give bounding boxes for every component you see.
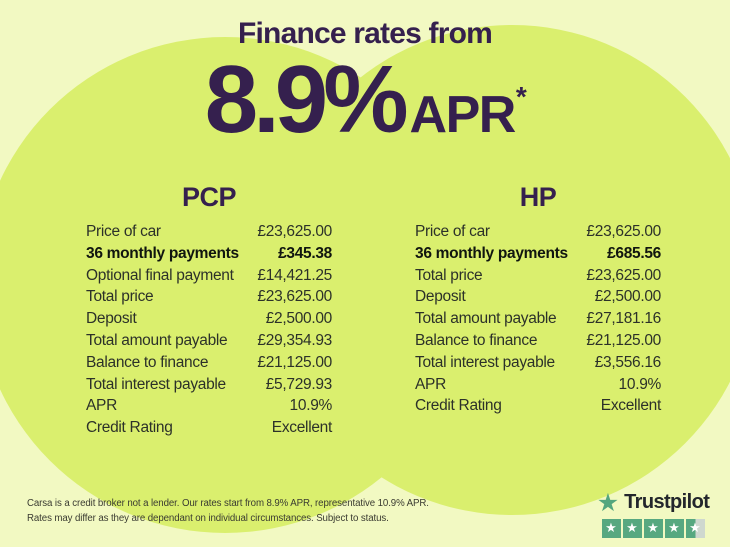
apr-label: APR — [409, 86, 517, 144]
row-label: Total interest payable — [86, 375, 226, 393]
row-value: 10.9% — [289, 397, 333, 415]
finance-row: Credit Rating Excellent — [415, 397, 661, 419]
row-label: Balance to finance — [86, 353, 209, 371]
finance-row: Optional final payment £14,421.25 — [86, 267, 332, 289]
finance-row: 36 monthly payments £685.56 — [415, 245, 661, 267]
trustpilot-logo: ★ Trustpilot — [596, 488, 710, 517]
row-value: £2,500.00 — [594, 288, 662, 306]
row-label: Total price — [415, 266, 483, 284]
row-label: Total price — [86, 288, 154, 306]
finance-row: 36 monthly payments £345.38 — [86, 245, 332, 267]
legal-disclaimer: Carsa is a credit broker not a lender. O… — [27, 497, 429, 526]
promo-subtitle: Finance rates from — [237, 17, 493, 50]
hp-column: HP Price of car £23,625.00 36 monthly paym… — [415, 184, 661, 419]
row-label: Credit Rating — [86, 419, 173, 437]
rate-value: 8.9% — [204, 46, 409, 153]
disclaimer-line-1: Carsa is a credit broker not a lender. O… — [27, 498, 429, 509]
trustpilot-star-icon: ★ — [596, 488, 620, 517]
row-value: £5,729.93 — [265, 375, 333, 393]
row-value: £23,625.00 — [257, 223, 332, 240]
finance-row: Price of car £23,625.00 — [415, 223, 661, 245]
pcp-column: PCP Price of car £23,625.00 36 monthly pay… — [86, 184, 332, 441]
trustpilot-star-box: ★ — [685, 519, 705, 538]
finance-row: Credit Rating Excellent — [86, 419, 332, 441]
row-value: Excellent — [600, 397, 662, 415]
finance-row: Total amount payable £29,354.93 — [86, 332, 332, 354]
trustpilot-star-box: ★ — [664, 519, 684, 538]
finance-row: Balance to finance £21,125.00 — [86, 354, 332, 376]
trustpilot-badge: ★ Trustpilot ★ ★ ★ ★ ★ — [596, 488, 710, 538]
pcp-column-title: PCP — [181, 182, 237, 212]
rate-asterisk: * — [515, 81, 527, 112]
finance-row: Total interest payable £5,729.93 — [86, 376, 332, 398]
finance-row: Total amount payable £27,181.16 — [415, 310, 661, 332]
row-label: Credit Rating — [415, 397, 502, 415]
finance-row: APR 10.9% — [86, 397, 332, 419]
finance-row: Total price £23,625.00 — [415, 267, 661, 289]
disclaimer-line-2: Rates may differ as they are dependant o… — [27, 512, 389, 524]
row-value: £14,421.25 — [257, 266, 332, 284]
finance-row: Deposit £2,500.00 — [415, 288, 661, 310]
row-value: £21,125.00 — [586, 331, 661, 349]
row-label: Optional final payment — [86, 266, 234, 284]
rate-suffix: APR* — [409, 81, 527, 144]
row-label: Total interest payable — [415, 353, 555, 371]
row-label: Deposit — [415, 288, 466, 306]
row-label: APR — [415, 375, 446, 393]
finance-row: Total interest payable £3,556.16 — [415, 354, 661, 376]
row-value: £27,181.16 — [586, 310, 661, 328]
finance-row: Price of car £23,625.00 — [86, 223, 332, 245]
hp-rows: Price of car £23,625.00 36 monthly payment… — [415, 223, 661, 419]
finance-row: Total price £23,625.00 — [86, 288, 332, 310]
row-value: 10.9% — [618, 375, 662, 393]
row-value: £23,625.00 — [586, 266, 661, 284]
row-label: Balance to finance — [415, 331, 538, 349]
trustpilot-wordmark: Trustpilot — [624, 491, 710, 513]
row-label: 36 monthly payments — [86, 244, 239, 262]
pcp-rows: Price of car £23,625.00 36 monthly payment… — [86, 223, 332, 441]
row-value: £685.56 — [607, 244, 661, 262]
finance-row: APR 10.9% — [415, 376, 661, 398]
row-value: £3,556.16 — [594, 353, 662, 371]
row-value: £21,125.00 — [257, 353, 332, 371]
trustpilot-star-box: ★ — [601, 519, 621, 538]
row-value: Excellent — [271, 419, 333, 437]
background-circle-right — [267, 25, 730, 515]
hp-column-title: HP — [519, 182, 557, 212]
row-value: £23,625.00 — [257, 288, 332, 306]
row-value: £345.38 — [278, 244, 332, 262]
trustpilot-star-rating: ★ ★ ★ ★ ★ — [597, 519, 709, 538]
row-value: £23,625.00 — [586, 223, 661, 240]
row-label: APR — [86, 397, 117, 415]
row-label: Price of car — [86, 223, 161, 240]
trustpilot-star-box: ★ — [643, 519, 663, 538]
row-label: Total amount payable — [86, 331, 228, 349]
row-label: 36 monthly payments — [415, 244, 568, 262]
finance-row: Balance to finance £21,125.00 — [415, 332, 661, 354]
finance-row: Deposit £2,500.00 — [86, 310, 332, 332]
row-label: Price of car — [415, 223, 490, 240]
headline-rate: 8.9% APR* — [0, 52, 730, 148]
row-label: Deposit — [86, 310, 137, 328]
row-label: Total amount payable — [415, 310, 557, 328]
trustpilot-star-box: ★ — [622, 519, 642, 538]
row-value: £2,500.00 — [265, 310, 333, 328]
row-value: £29,354.93 — [257, 331, 332, 349]
